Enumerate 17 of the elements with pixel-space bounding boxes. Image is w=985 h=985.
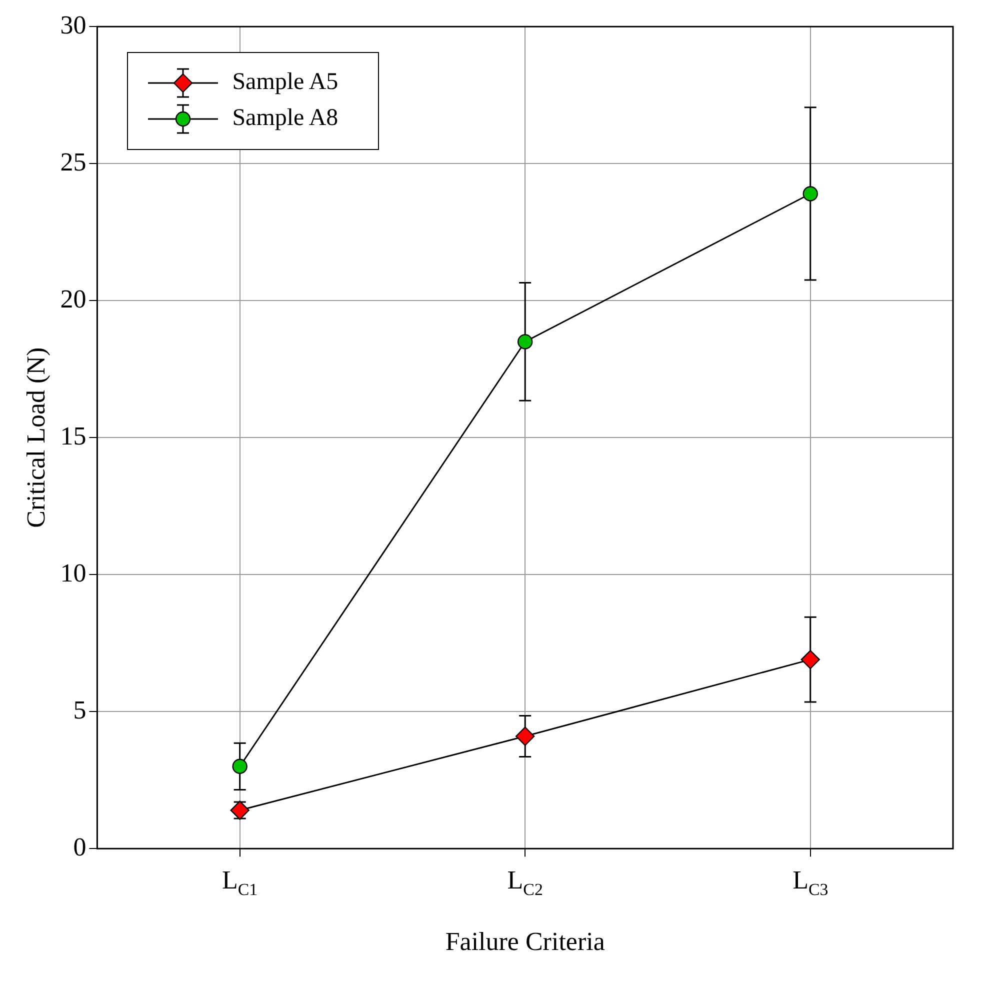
y-tick-label: 20 bbox=[60, 284, 86, 314]
y-tick-label: 25 bbox=[60, 147, 86, 176]
legend-label: Sample A5 bbox=[232, 69, 338, 96]
point bbox=[230, 800, 250, 820]
point bbox=[802, 186, 818, 202]
y-tick-label: 5 bbox=[73, 695, 86, 724]
point bbox=[518, 334, 533, 350]
x-axis-title: Failure Criteria bbox=[445, 927, 606, 956]
y-tick-label: 15 bbox=[60, 421, 86, 450]
y-tick-label: 30 bbox=[60, 10, 86, 40]
legend-label: Sample A8 bbox=[232, 105, 338, 132]
point bbox=[800, 650, 820, 670]
y-axis-title: Critical Load (N) bbox=[21, 347, 50, 528]
point bbox=[232, 758, 248, 774]
y-tick-label: 0 bbox=[73, 832, 86, 862]
point bbox=[516, 726, 535, 746]
y-tick-label: 10 bbox=[60, 558, 86, 588]
